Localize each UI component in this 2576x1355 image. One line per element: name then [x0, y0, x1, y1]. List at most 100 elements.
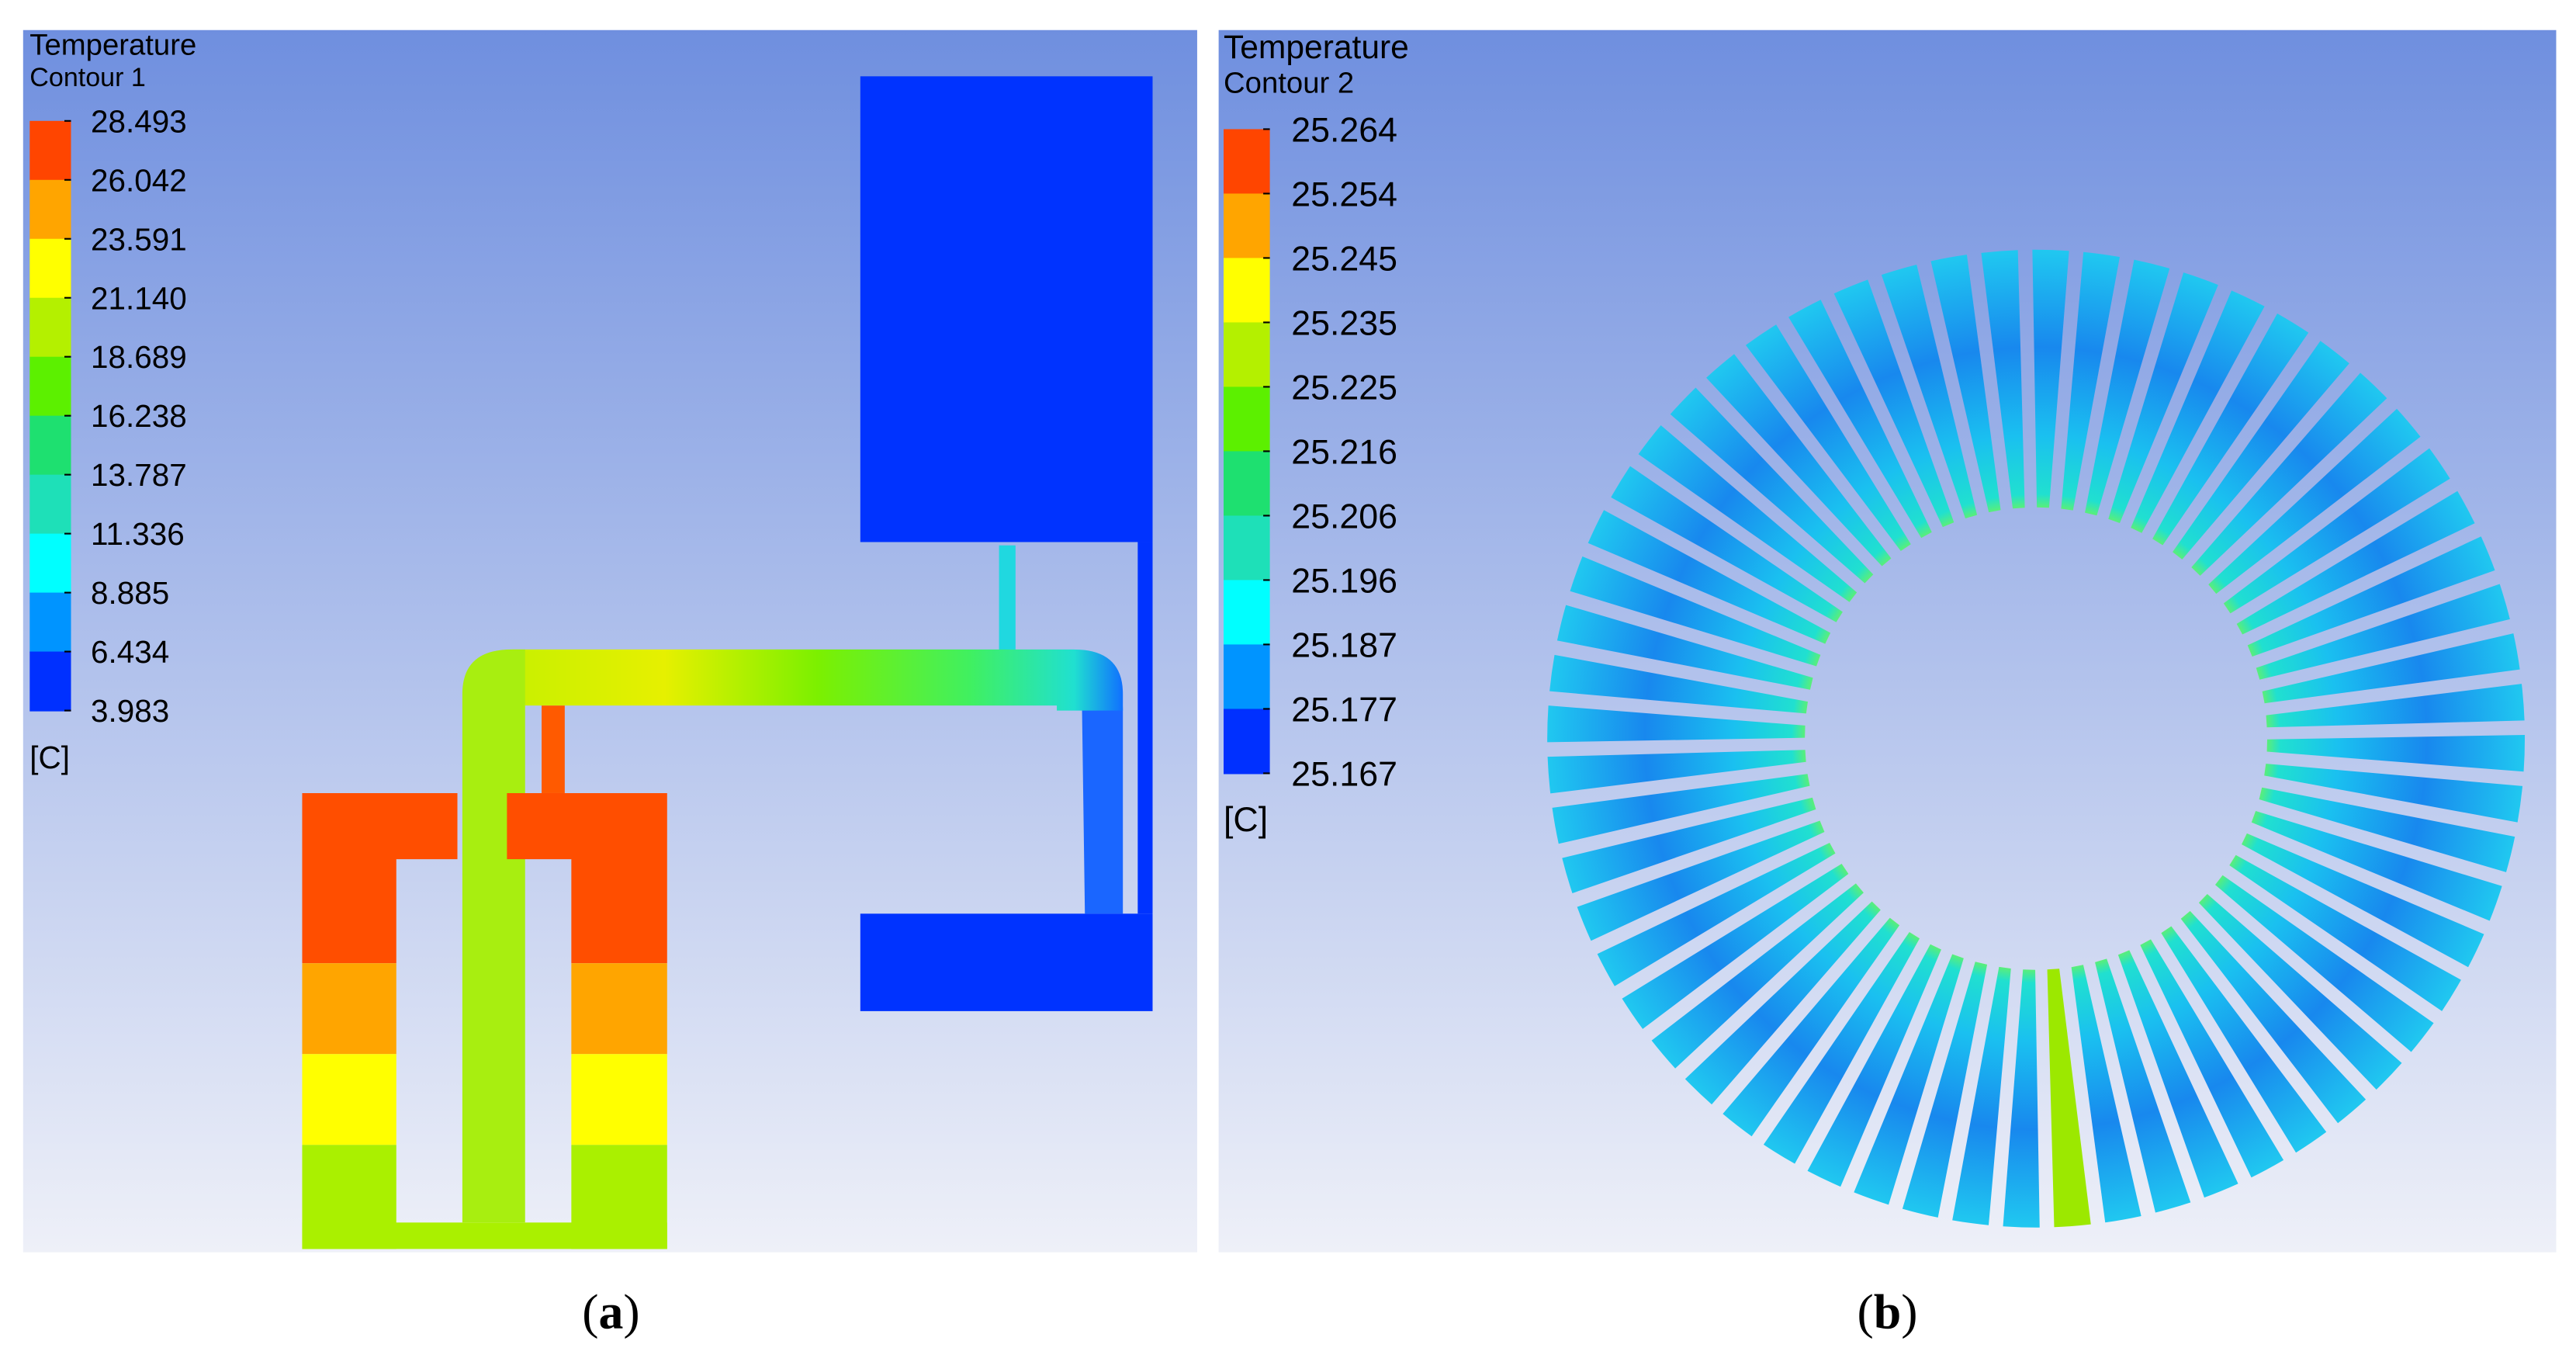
level-label: 25.187	[1291, 627, 1397, 665]
magnet	[507, 792, 667, 964]
blade	[1902, 962, 1988, 1218]
blade	[1638, 425, 1858, 602]
blade	[2214, 875, 2434, 1052]
blade	[2236, 490, 2475, 635]
blade	[2047, 969, 2091, 1228]
color-band	[29, 238, 71, 299]
blade	[1549, 654, 1808, 714]
blade	[1587, 510, 1831, 644]
blade	[2266, 735, 2526, 772]
magnet	[302, 963, 396, 1055]
blade	[2251, 810, 2502, 921]
color-band	[29, 297, 71, 358]
blade	[1611, 466, 1843, 622]
pipe	[462, 649, 525, 1223]
blade	[1952, 966, 2011, 1225]
geometry-a	[302, 76, 1153, 1249]
blade	[1706, 354, 1892, 567]
blade	[2180, 910, 2367, 1124]
blade	[2198, 894, 2402, 1090]
blade	[2208, 408, 2421, 594]
level-label: 25.264	[1291, 112, 1397, 150]
blade-ring	[1547, 249, 2526, 1228]
color-band	[1224, 322, 1270, 388]
magnet	[302, 1054, 396, 1145]
blade	[2061, 251, 2120, 511]
legend-title: Temperature	[1224, 29, 1409, 66]
legend-subtitle: Contour 2	[1224, 67, 1354, 100]
blade	[2140, 939, 2284, 1178]
legend-title: Temperature	[29, 29, 196, 62]
blade	[1552, 774, 1810, 844]
pipe	[511, 649, 1124, 711]
blade	[2032, 249, 2069, 508]
blade	[2191, 373, 2387, 576]
blade	[2266, 684, 2525, 728]
level-label: 23.591	[91, 221, 187, 257]
blade	[2003, 969, 2040, 1228]
blade	[2173, 341, 2349, 560]
blade	[2262, 633, 2520, 704]
blade	[1556, 605, 1813, 690]
blade	[1547, 750, 1806, 794]
level-label: 25.254	[1291, 176, 1397, 214]
blade	[1684, 901, 1881, 1105]
blade	[1833, 279, 1955, 528]
blade	[1763, 931, 1920, 1164]
caption: (b)	[1858, 1284, 1918, 1339]
blade	[1745, 324, 1911, 551]
level-label: 25.225	[1291, 369, 1397, 407]
blade	[2152, 313, 2309, 546]
pipe	[1137, 542, 1153, 914]
color-band	[1224, 129, 1270, 195]
color-band	[29, 120, 71, 181]
blade	[1597, 843, 1836, 986]
caption-text: (	[1858, 1284, 1874, 1339]
color-band	[1224, 193, 1270, 259]
color-band	[1224, 515, 1270, 581]
blade	[1651, 883, 1864, 1069]
blade	[1622, 864, 1849, 1029]
color-band	[29, 533, 71, 594]
color-band	[1224, 258, 1270, 324]
blade	[2256, 584, 2510, 680]
blade	[1981, 250, 2025, 509]
blade	[1562, 797, 1816, 893]
blade	[2095, 958, 2191, 1213]
blade	[1723, 917, 1900, 1137]
level-label: 11.336	[91, 516, 185, 552]
caption-text: )	[623, 1284, 639, 1339]
blade	[2259, 787, 2515, 872]
blade	[2117, 950, 2238, 1198]
blade	[1570, 556, 1821, 667]
color-band	[1224, 451, 1270, 517]
pipe	[999, 545, 1016, 653]
blade	[2223, 448, 2450, 614]
level-label: 25.167	[1291, 756, 1397, 794]
blade	[1547, 705, 1806, 743]
magnet	[302, 792, 458, 964]
level-label: 13.787	[91, 457, 187, 493]
color-band	[29, 651, 71, 712]
blade	[2071, 965, 2141, 1223]
level-label: 21.140	[91, 280, 187, 316]
blade	[2247, 536, 2495, 657]
blade	[1577, 820, 1825, 941]
level-label: 25.235	[1291, 305, 1397, 343]
color-band	[29, 592, 71, 653]
base	[302, 1222, 667, 1249]
magnet	[571, 963, 667, 1055]
color-band	[1224, 709, 1270, 775]
color-band	[1224, 580, 1270, 646]
level-label: 18.689	[91, 339, 187, 375]
caption-text: b	[1874, 1284, 1901, 1339]
level-label: 25.245	[1291, 241, 1397, 279]
blade	[1807, 944, 1941, 1187]
blade	[2131, 290, 2265, 533]
tank	[860, 76, 1153, 542]
unit-label: [C]	[29, 740, 70, 775]
level-label: 25.206	[1291, 498, 1397, 536]
